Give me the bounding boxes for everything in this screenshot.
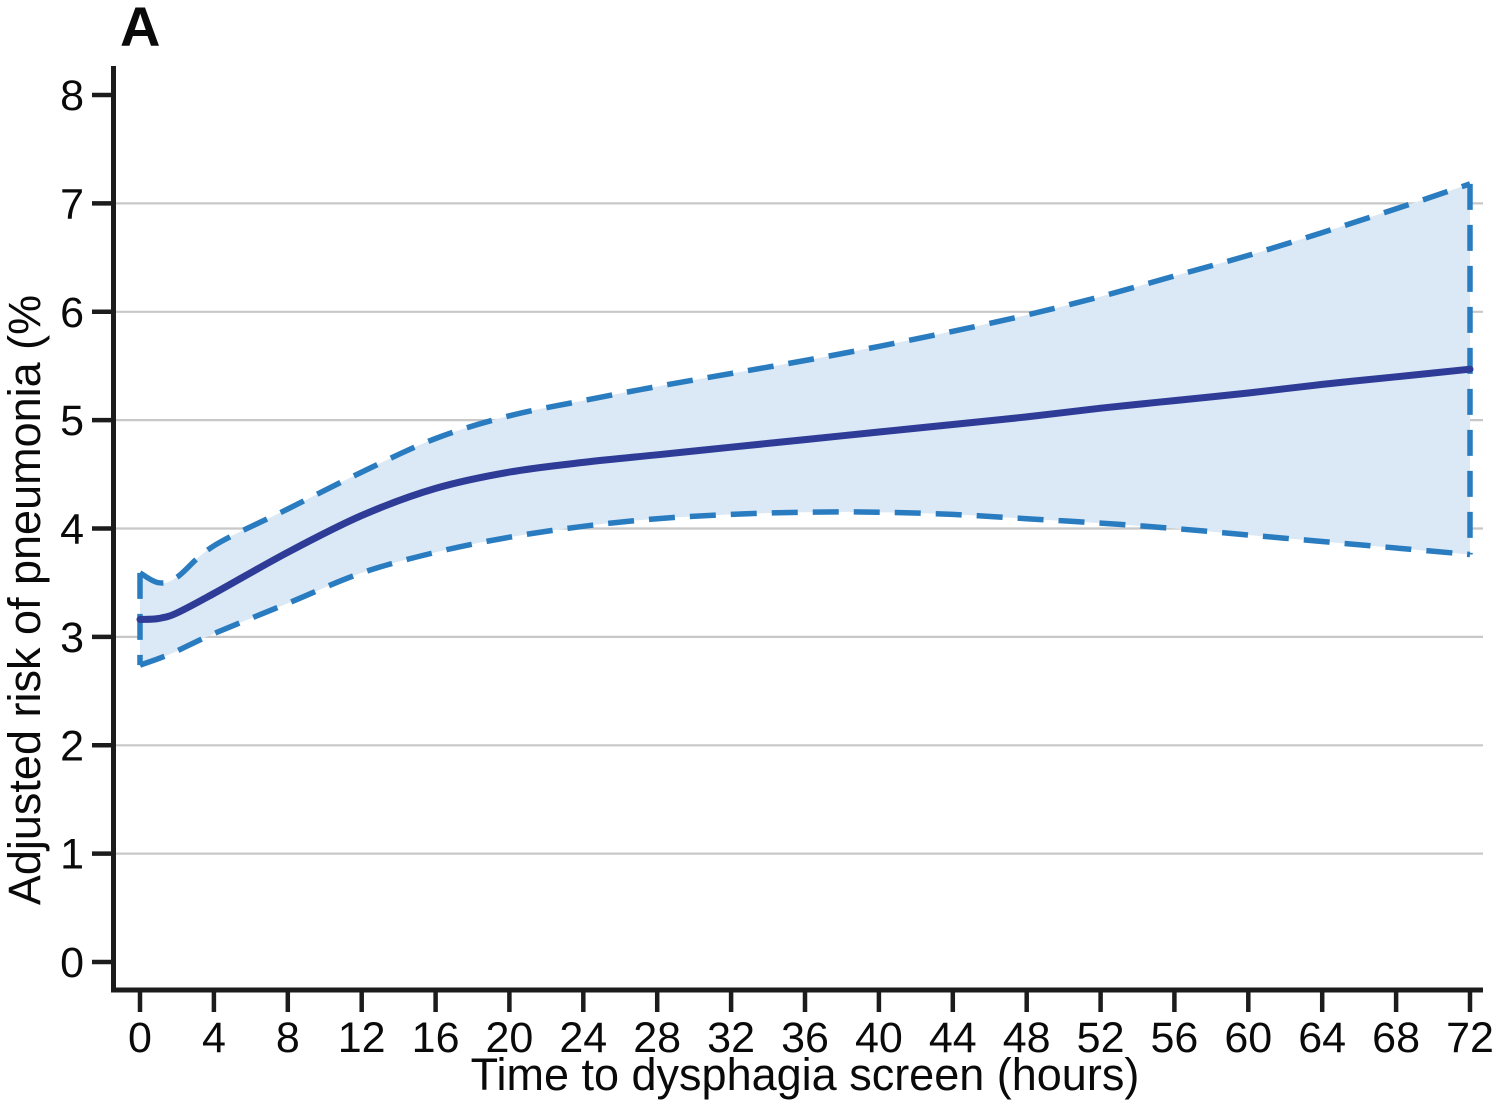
y-tick-label-3: 3: [60, 614, 84, 662]
x-tick-label-40: 40: [855, 1014, 903, 1062]
x-axis-title: Time to dysphagia screen (hours): [471, 1049, 1140, 1100]
x-tick-label-20: 20: [485, 1014, 533, 1062]
main-line-layer: [136, 365, 1474, 623]
x-tick-label-12: 12: [338, 1014, 386, 1062]
panel-label: A: [120, 0, 160, 58]
x-tick-label-52: 52: [1077, 1014, 1125, 1062]
x-tick-label-56: 56: [1150, 1014, 1198, 1062]
ticks-layer: [92, 92, 1473, 1012]
x-tick-label-0: 0: [128, 1014, 152, 1062]
y-tick-label-7: 7: [60, 180, 84, 228]
x-tick-label-4: 4: [202, 1014, 226, 1062]
y-tick-label-2: 2: [60, 722, 84, 770]
confidence-band: [140, 183, 1470, 666]
ci-upper-line: [138, 181, 1471, 586]
x-tick-label-32: 32: [707, 1014, 755, 1062]
ci-lower-line: [139, 509, 1471, 668]
x-tick-label-48: 48: [1003, 1014, 1051, 1062]
y-tick-label-6: 6: [60, 289, 84, 337]
y-tick-label-1: 1: [60, 831, 84, 879]
y-tick-label-0: 0: [60, 939, 84, 987]
x-tick-label-64: 64: [1298, 1014, 1346, 1062]
x-tick-label-72: 72: [1446, 1014, 1494, 1062]
x-tick-label-60: 60: [1224, 1014, 1272, 1062]
x-tick-label-44: 44: [929, 1014, 977, 1062]
confidence-band-layer: [140, 183, 1470, 666]
x-tick-label-8: 8: [276, 1014, 300, 1062]
y-tick-label-8: 8: [60, 72, 84, 120]
y-tick-label-4: 4: [60, 506, 84, 554]
x-tick-label-36: 36: [781, 1014, 829, 1062]
x-tick-label-68: 68: [1372, 1014, 1420, 1062]
y-tick-label-5: 5: [60, 397, 84, 445]
x-tick-label-24: 24: [559, 1014, 607, 1062]
x-tick-label-16: 16: [412, 1014, 460, 1062]
axes-layer: [111, 66, 1483, 993]
x-tick-label-28: 28: [633, 1014, 681, 1062]
main-estimate-line: [136, 365, 1474, 623]
y-axis-title: Adjusted risk of pneumonia (%: [0, 295, 50, 905]
